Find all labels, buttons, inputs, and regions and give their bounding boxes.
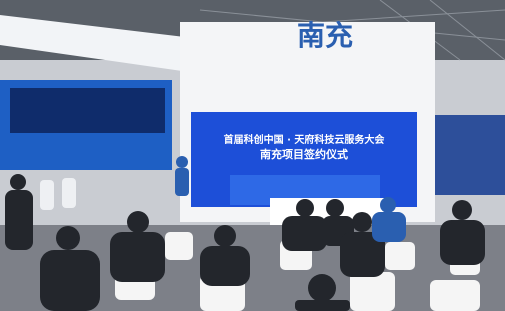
sign-text: 南充 (297, 19, 353, 52)
photo: 南充 首届科创中国 · 天府科技云服务大会 南充项目签约仪式 (0, 0, 505, 311)
screen-subtitle: 南充项目签约仪式 (260, 147, 348, 161)
screen-title: 首届科创中国 · 天府科技云服务大会 (224, 133, 385, 146)
right-screen (435, 115, 505, 195)
left-screen-image (10, 88, 165, 133)
